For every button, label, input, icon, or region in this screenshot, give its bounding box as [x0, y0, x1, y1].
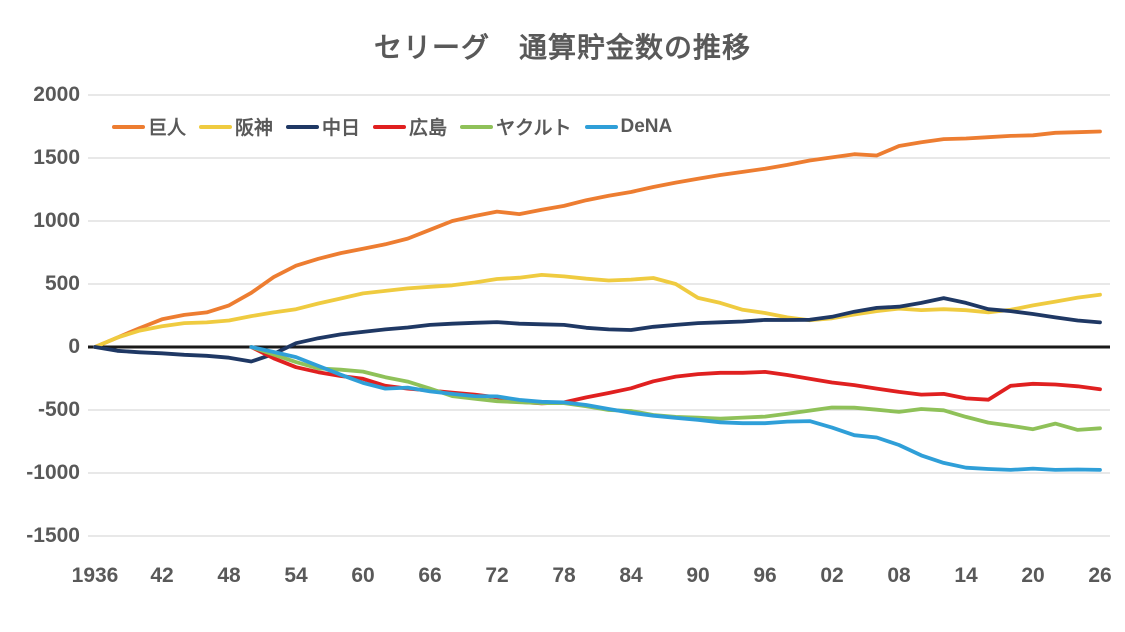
legend-item-yakult: ヤクルト	[460, 113, 572, 140]
x-tick-label-96: 96	[753, 564, 777, 587]
x-tick-label-26: 26	[1088, 564, 1112, 587]
legend-swatch-icon-giants	[112, 124, 145, 129]
legend: 巨人 阪神 中日 広島 ヤクルト DeNA	[112, 113, 672, 140]
legend-swatch-icon-dena	[584, 124, 618, 129]
legend-label-dena: DeNA	[620, 115, 673, 137]
x-tick-label-54: 54	[284, 564, 308, 587]
x-tick-label-60: 60	[351, 564, 375, 587]
x-tick-label-42: 42	[150, 564, 174, 587]
y-tick-label--1000: -1000	[26, 461, 80, 484]
legend-swatch-icon-hanshin	[199, 124, 233, 129]
legend-swatch-icon-yakult	[460, 124, 494, 129]
legend-label-giants: 巨人	[148, 118, 187, 139]
x-tick-label-84: 84	[619, 564, 643, 587]
legend-label-chunichi: 中日	[322, 118, 361, 139]
legend-item-hiroshima: 広島	[373, 113, 447, 140]
series-line-chunichi	[93, 296, 1102, 364]
x-tick-label-20: 20	[1021, 564, 1045, 587]
x-tick-label-78: 78	[552, 564, 576, 587]
legend-label-yakult: ヤクルト	[496, 118, 572, 139]
series-line-hanshin	[93, 272, 1102, 349]
legend-swatch-icon-chunichi	[286, 124, 320, 129]
y-tick-label--500: -500	[37, 398, 80, 421]
legend-item-hanshin: 阪神	[199, 113, 273, 140]
legend-label-hiroshima: 広島	[409, 118, 448, 139]
legend-item-chunichi: 中日	[286, 113, 360, 140]
x-tick-label-90: 90	[686, 564, 710, 587]
legend-swatch-icon-hiroshima	[373, 124, 407, 129]
legend-item-dena: DeNA	[584, 115, 673, 138]
x-tick-label-02: 02	[820, 564, 844, 587]
x-tick-label-72: 72	[485, 564, 509, 587]
y-tick-label-0: 0	[68, 335, 80, 358]
series-lines	[93, 129, 1102, 472]
legend-label-hanshin: 阪神	[235, 118, 274, 139]
y-tick-label-500: 500	[44, 272, 80, 295]
legend-item-giants: 巨人	[112, 113, 186, 140]
series-line-giants	[93, 129, 1102, 349]
x-tick-label-14: 14	[954, 564, 978, 587]
series-line-dena	[249, 345, 1102, 472]
y-tick-label--1500: -1500	[26, 524, 80, 547]
chart-title: セリーグ 通算貯金数の推移	[373, 32, 751, 63]
y-tick-label-2000: 2000	[33, 83, 80, 106]
x-tick-label-08: 08	[887, 564, 911, 587]
y-tick-label-1000: 1000	[33, 209, 80, 232]
gridlines	[88, 94, 1110, 537]
x-tick-label-1936: 1936	[71, 564, 119, 587]
y-tick-label-1500: 1500	[33, 146, 80, 169]
x-tick-label-66: 66	[418, 564, 442, 587]
x-tick-label-48: 48	[217, 564, 241, 587]
